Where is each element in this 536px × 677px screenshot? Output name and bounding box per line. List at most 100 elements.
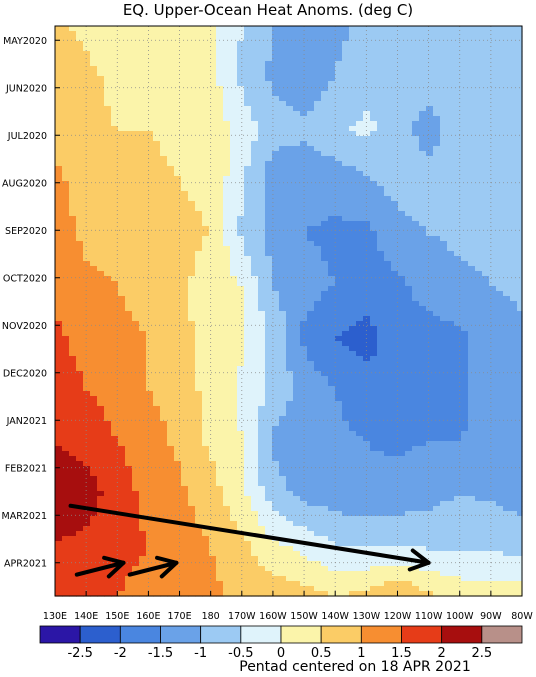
heatmap-cell	[160, 26, 168, 32]
heatmap-cell	[328, 66, 336, 72]
heatmap-cell	[216, 236, 224, 242]
heatmap-cell	[111, 296, 119, 302]
heatmap-cell	[293, 166, 301, 172]
heatmap-cell	[440, 171, 448, 177]
heatmap-cell	[517, 81, 523, 87]
heatmap-cell	[62, 46, 70, 52]
heatmap-cell	[195, 391, 203, 397]
heatmap-cell	[237, 86, 245, 92]
heatmap-cell	[349, 26, 357, 32]
heatmap-cell	[503, 131, 511, 137]
heatmap-cell	[118, 341, 126, 347]
heatmap-cell	[279, 151, 287, 157]
heatmap-cell	[496, 386, 504, 392]
heatmap-cell	[307, 61, 315, 67]
heatmap-cell	[321, 276, 329, 282]
heatmap-cell	[223, 26, 231, 32]
heatmap-cell	[167, 86, 175, 92]
heatmap-cell	[307, 371, 315, 377]
heatmap-cell	[314, 251, 322, 257]
heatmap-cell	[412, 56, 420, 62]
heatmap-cell	[328, 381, 336, 387]
heatmap-cell	[146, 321, 154, 327]
heatmap-cell	[139, 131, 147, 137]
heatmap-cell	[328, 56, 336, 62]
heatmap-cell	[391, 366, 399, 372]
heatmap-cell	[258, 226, 266, 232]
heatmap-cell	[251, 211, 259, 217]
heatmap-cell	[132, 76, 140, 82]
heatmap-cell	[258, 36, 266, 42]
heatmap-cell	[475, 146, 483, 152]
heatmap-cell	[293, 91, 301, 97]
heatmap-cell	[90, 191, 98, 197]
heatmap-cell	[384, 251, 392, 257]
heatmap-cell	[139, 331, 147, 337]
heatmap-cell	[230, 151, 238, 157]
heatmap-cell	[167, 246, 175, 252]
heatmap-cell	[419, 66, 427, 72]
heatmap-cell	[405, 51, 413, 57]
heatmap-cell	[69, 31, 77, 37]
heatmap-cell	[62, 366, 70, 372]
heatmap-cell	[146, 131, 154, 137]
heatmap-cell	[160, 171, 168, 177]
heatmap-cell	[482, 61, 490, 67]
heatmap-cell	[251, 136, 259, 142]
heatmap-cell	[202, 166, 210, 172]
heatmap-cell	[237, 201, 245, 207]
heatmap-cell	[244, 136, 252, 142]
heatmap-cell	[69, 326, 77, 332]
heatmap-cell	[454, 36, 462, 42]
heatmap-cell	[398, 186, 406, 192]
heatmap-cell	[97, 191, 105, 197]
heatmap-cell	[426, 341, 434, 347]
heatmap-cell	[356, 311, 364, 317]
heatmap-cell	[377, 316, 385, 322]
heatmap-cell	[230, 331, 238, 337]
heatmap-cell	[55, 56, 63, 62]
heatmap-cell	[202, 236, 210, 242]
heatmap-cell	[377, 121, 385, 127]
heatmap-cell	[349, 366, 357, 372]
heatmap-cell	[97, 56, 105, 62]
heatmap-cell	[503, 201, 511, 207]
heatmap-cell	[125, 41, 133, 47]
heatmap-cell	[76, 81, 84, 87]
heatmap-cell	[384, 221, 392, 227]
heatmap-cell	[195, 161, 203, 167]
heatmap-cell	[468, 326, 476, 332]
heatmap-cell	[286, 61, 294, 67]
heatmap-cell	[216, 226, 224, 232]
heatmap-cell	[461, 181, 469, 187]
heatmap-cell	[223, 346, 231, 352]
heatmap-cell	[510, 111, 518, 117]
heatmap-cell	[111, 246, 119, 252]
heatmap-cell	[132, 26, 140, 32]
heatmap-cell	[356, 41, 364, 47]
heatmap-cell	[265, 256, 273, 262]
heatmap-cell	[160, 321, 168, 327]
heatmap-cell	[328, 341, 336, 347]
heatmap-cell	[356, 111, 364, 117]
heatmap-cell	[419, 271, 427, 277]
heatmap-cell	[279, 236, 287, 242]
heatmap-cell	[111, 196, 119, 202]
heatmap-cell	[314, 136, 322, 142]
heatmap-cell	[223, 106, 231, 112]
heatmap-cell	[83, 336, 91, 342]
heatmap-cell	[265, 316, 273, 322]
heatmap-cell	[125, 291, 133, 297]
heatmap-cell	[321, 371, 329, 377]
heatmap-cell	[447, 246, 455, 252]
heatmap-cell	[503, 351, 511, 357]
heatmap-cell	[244, 116, 252, 122]
heatmap-cell	[111, 326, 119, 332]
heatmap-cell	[258, 376, 266, 382]
heatmap-cell	[377, 206, 385, 212]
heatmap-cell	[426, 166, 434, 172]
heatmap-cell	[454, 126, 462, 132]
heatmap-cell	[489, 36, 497, 42]
heatmap-cell	[391, 181, 399, 187]
heatmap-cell	[55, 396, 63, 402]
